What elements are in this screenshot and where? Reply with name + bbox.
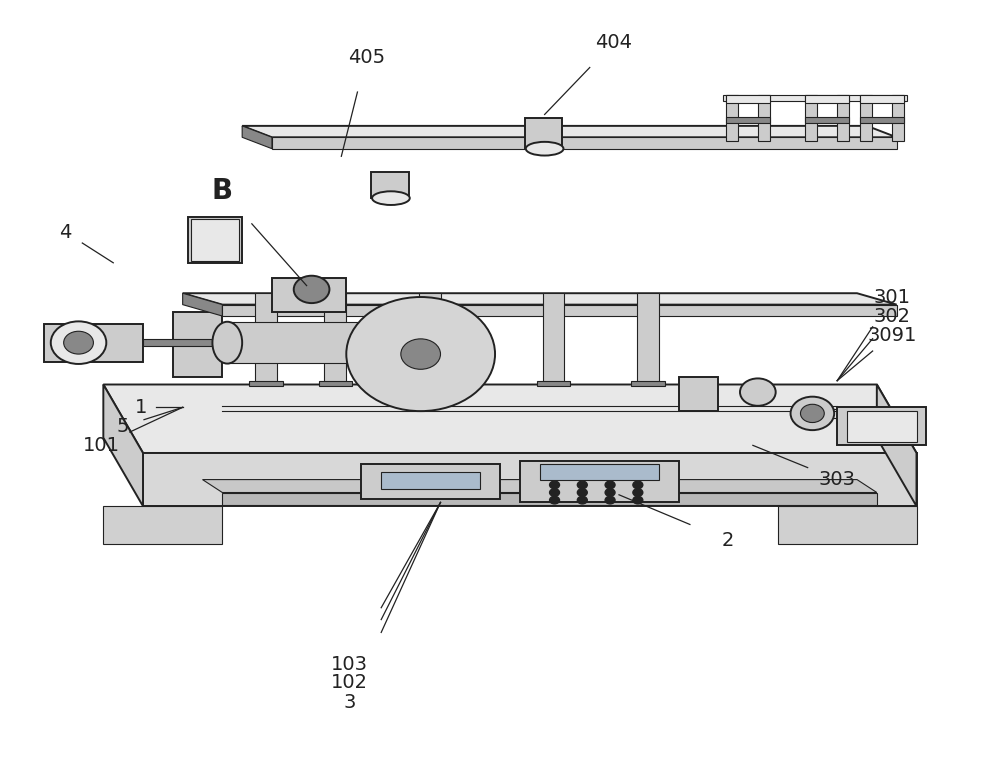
Polygon shape [361,464,500,498]
Ellipse shape [366,321,396,364]
Circle shape [633,481,643,489]
Polygon shape [837,95,849,141]
Polygon shape [222,492,877,504]
Polygon shape [103,384,143,506]
Polygon shape [419,293,441,384]
Polygon shape [805,117,849,123]
Circle shape [294,276,329,303]
Text: 101: 101 [83,436,120,454]
Polygon shape [726,95,770,103]
Polygon shape [805,95,849,103]
Polygon shape [520,461,679,502]
Polygon shape [242,126,272,148]
Polygon shape [249,381,283,386]
Circle shape [800,404,824,422]
Text: 4: 4 [59,223,72,242]
Polygon shape [537,381,570,386]
Circle shape [791,397,834,430]
Polygon shape [183,293,897,305]
Polygon shape [324,293,346,384]
Circle shape [633,489,643,496]
Polygon shape [371,171,409,198]
Text: 2: 2 [722,531,734,550]
Polygon shape [222,305,897,316]
Polygon shape [543,293,564,384]
Circle shape [577,496,587,504]
Polygon shape [860,117,904,123]
Polygon shape [319,381,352,386]
Polygon shape [413,381,446,386]
Text: 3: 3 [343,693,355,712]
Polygon shape [637,293,659,384]
Polygon shape [255,293,277,384]
Circle shape [605,489,615,496]
Polygon shape [631,381,665,386]
Polygon shape [778,506,917,544]
Polygon shape [143,453,917,506]
Circle shape [550,489,560,496]
Circle shape [550,481,560,489]
Circle shape [633,496,643,504]
Circle shape [605,496,615,504]
Text: 303: 303 [819,470,856,489]
Polygon shape [44,324,143,361]
Circle shape [51,321,106,364]
Polygon shape [860,95,904,103]
Text: 102: 102 [331,673,368,692]
Circle shape [550,496,560,504]
Polygon shape [103,506,222,544]
Polygon shape [758,95,770,141]
Polygon shape [837,408,926,445]
Circle shape [740,378,776,406]
Circle shape [401,339,440,369]
Polygon shape [723,95,907,101]
Text: 5: 5 [117,417,129,436]
Text: 3091: 3091 [867,325,916,345]
Text: B: B [212,177,233,205]
Polygon shape [188,217,242,263]
Polygon shape [847,411,917,441]
Polygon shape [191,218,239,261]
Polygon shape [892,95,904,141]
Circle shape [577,481,587,489]
Polygon shape [540,464,659,480]
Circle shape [605,481,615,489]
Text: 301: 301 [873,288,910,308]
Polygon shape [103,384,917,453]
Polygon shape [203,480,877,492]
Ellipse shape [372,191,410,205]
Polygon shape [381,472,480,490]
Polygon shape [272,278,346,312]
Polygon shape [860,95,872,141]
Polygon shape [227,322,381,363]
Polygon shape [679,377,718,411]
Text: 302: 302 [873,307,910,325]
Polygon shape [805,95,817,141]
Polygon shape [726,95,738,141]
Polygon shape [183,293,222,316]
Circle shape [346,297,495,411]
Text: 1: 1 [135,398,147,417]
Circle shape [577,489,587,496]
Polygon shape [877,384,917,506]
Polygon shape [272,138,897,148]
Text: 405: 405 [348,48,385,67]
Polygon shape [726,117,770,123]
Polygon shape [525,118,562,148]
Text: 404: 404 [596,33,633,52]
Polygon shape [242,126,897,138]
Polygon shape [173,312,222,377]
Ellipse shape [212,321,242,364]
Circle shape [64,331,93,354]
Ellipse shape [526,141,563,155]
Text: 103: 103 [331,655,368,674]
Polygon shape [143,339,222,347]
